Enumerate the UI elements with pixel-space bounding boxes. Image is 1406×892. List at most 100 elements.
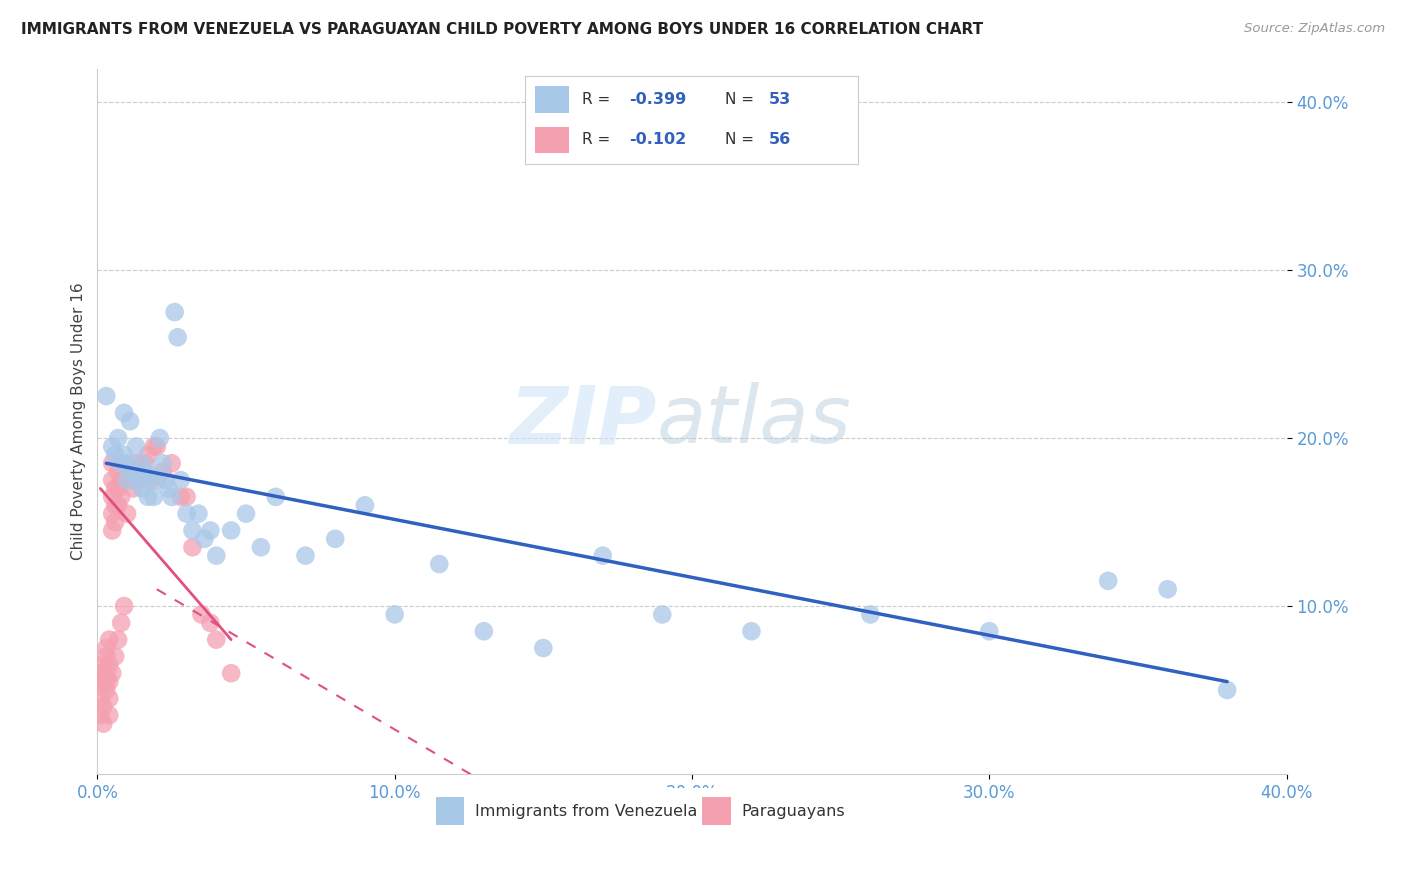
Point [160, 456, 183, 470]
Point [112, 599, 135, 613]
Point [96, 683, 118, 698]
Point [107, 498, 129, 512]
Point [294, 549, 316, 563]
Text: IMMIGRANTS FROM VENEZUELA VS PARAGUAYAN CHILD POVERTY AMONG BOYS UNDER 16 CORREL: IMMIGRANTS FROM VENEZUELA VS PARAGUAYAN … [21, 22, 983, 37]
Point [472, 624, 495, 639]
Point [169, 473, 191, 487]
Point [89, 708, 111, 723]
Point [128, 473, 150, 487]
Point [115, 473, 138, 487]
Point [122, 465, 145, 479]
Point [89, 666, 111, 681]
Point [91, 716, 114, 731]
Point [152, 465, 174, 479]
Point [122, 482, 145, 496]
Point [219, 524, 242, 538]
Point [134, 456, 156, 470]
Point [107, 632, 129, 647]
Point [101, 456, 124, 470]
Point [323, 532, 346, 546]
Point [1156, 582, 1178, 597]
Point [354, 498, 377, 512]
Point [200, 524, 222, 538]
Point [651, 607, 673, 622]
Point [531, 640, 554, 655]
Point [136, 490, 159, 504]
Point [187, 507, 209, 521]
Point [107, 465, 129, 479]
Point [160, 490, 183, 504]
Point [131, 465, 153, 479]
Point [592, 549, 614, 563]
Point [104, 448, 127, 462]
Point [181, 524, 204, 538]
Point [112, 406, 135, 420]
Point [101, 440, 124, 454]
Y-axis label: Child Poverty Among Boys Under 16: Child Poverty Among Boys Under 16 [72, 283, 86, 560]
Point [134, 465, 156, 479]
Point [112, 448, 135, 462]
Text: Source: ZipAtlas.com: Source: ZipAtlas.com [1244, 22, 1385, 36]
Point [155, 473, 177, 487]
Point [110, 473, 132, 487]
Point [979, 624, 1001, 639]
Point [152, 456, 174, 470]
Point [101, 490, 124, 504]
Point [163, 305, 186, 319]
Point [104, 515, 127, 529]
Point [131, 482, 153, 496]
Point [107, 431, 129, 445]
Point [98, 691, 121, 706]
Point [125, 440, 148, 454]
Point [1097, 574, 1119, 588]
Point [176, 490, 198, 504]
Point [107, 482, 129, 496]
Point [142, 490, 165, 504]
Point [200, 615, 222, 630]
Point [149, 431, 172, 445]
Point [104, 482, 127, 496]
Point [104, 649, 127, 664]
Point [96, 666, 118, 681]
Point [96, 649, 118, 664]
Point [139, 473, 162, 487]
Point [146, 473, 169, 487]
Point [101, 507, 124, 521]
Point [157, 482, 180, 496]
Point [120, 473, 142, 487]
Point [96, 389, 118, 403]
Point [169, 490, 191, 504]
Point [101, 666, 124, 681]
Point [110, 615, 132, 630]
Point [104, 498, 127, 512]
Point [98, 708, 121, 723]
Point [176, 507, 198, 521]
Point [91, 674, 114, 689]
Point [96, 640, 118, 655]
Point [205, 632, 228, 647]
Point [98, 674, 121, 689]
Point [115, 456, 138, 470]
Point [146, 440, 169, 454]
Text: atlas: atlas [657, 383, 851, 460]
Point [91, 699, 114, 714]
Point [98, 657, 121, 672]
Point [110, 490, 132, 504]
Point [250, 541, 273, 555]
Point [98, 632, 121, 647]
Point [859, 607, 882, 622]
Point [740, 624, 762, 639]
Point [112, 473, 135, 487]
Point [193, 532, 215, 546]
Point [110, 456, 132, 470]
Point [1216, 683, 1239, 698]
Point [101, 524, 124, 538]
Point [115, 507, 138, 521]
Point [427, 557, 450, 571]
Point [101, 473, 124, 487]
Point [139, 468, 162, 483]
Point [89, 691, 111, 706]
Point [128, 473, 150, 487]
Point [264, 490, 287, 504]
Text: ZIP: ZIP [509, 383, 657, 460]
